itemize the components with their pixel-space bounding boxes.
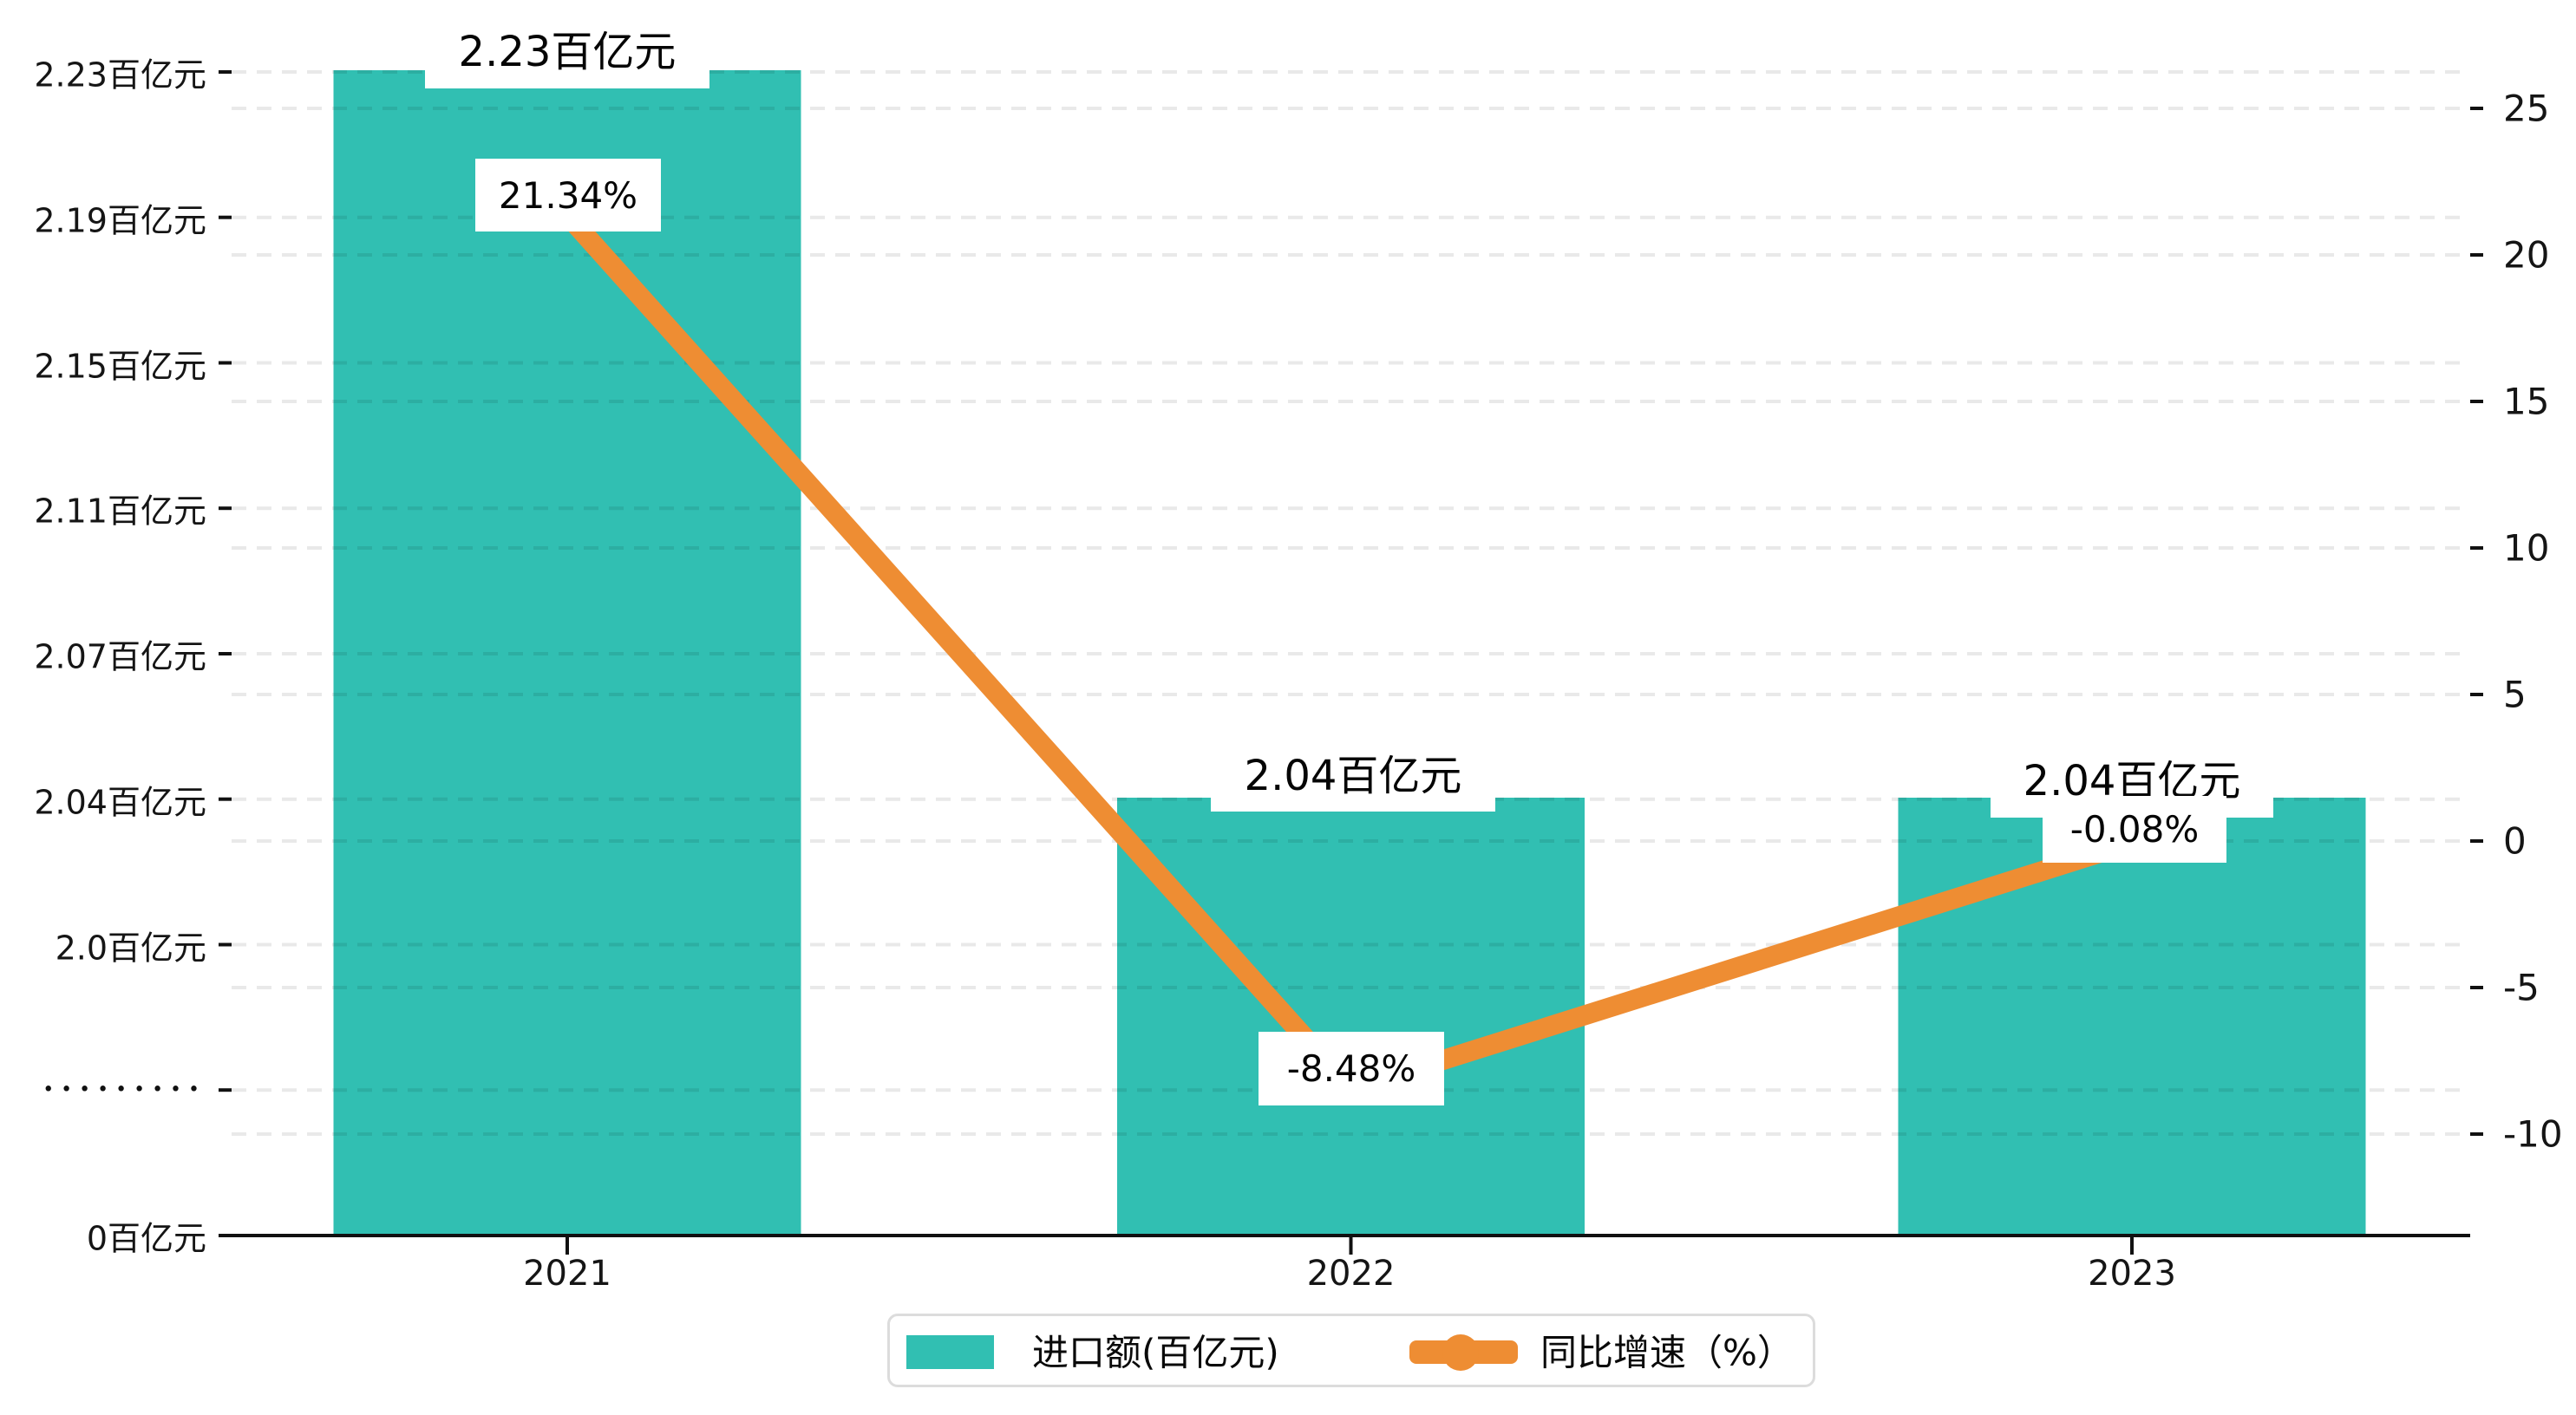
right-axis-tick-label: -10 bbox=[2503, 1112, 2563, 1156]
bar-2022 bbox=[1117, 798, 1585, 1236]
left-axis-tick-label: 2.11百亿元 bbox=[34, 492, 206, 531]
x-axis-label: 2021 bbox=[523, 1254, 611, 1294]
left-axis-tick-label: 2.23百亿元 bbox=[34, 55, 206, 95]
left-axis-tick-label: 0百亿元 bbox=[86, 1219, 206, 1258]
left-axis-tick-label: 2.04百亿元 bbox=[34, 783, 206, 822]
right-axis-tick-label: 15 bbox=[2503, 380, 2550, 423]
x-axis-label: 2023 bbox=[2088, 1254, 2176, 1294]
legend-item-imports[interactable]: 进口额(百亿元) bbox=[1032, 1330, 1279, 1373]
bar-2023 bbox=[1898, 798, 2366, 1236]
bar-2021 bbox=[333, 70, 801, 1236]
right-axis-tick-label: -5 bbox=[2503, 966, 2540, 1009]
legend: 进口额(百亿元) 同比增速（%） bbox=[887, 1314, 1815, 1387]
left-axis-tick-label: 2.19百亿元 bbox=[34, 201, 206, 240]
right-axis-tick-label: 10 bbox=[2503, 526, 2550, 570]
line-series-marker bbox=[1409, 1333, 1518, 1371]
left-axis-tick-label: ••••••••• bbox=[42, 1079, 206, 1101]
growth-value-label: -8.48% bbox=[1259, 1032, 1444, 1105]
x-axis-label: 2022 bbox=[1306, 1254, 1396, 1294]
right-axis-tick-label: 20 bbox=[2503, 233, 2550, 277]
bar-value-label: 2.04百亿元 bbox=[1211, 731, 1495, 812]
growth-value-label: -0.08% bbox=[2043, 796, 2226, 863]
right-axis-tick-label: 25 bbox=[2503, 87, 2550, 130]
left-axis-tick-label: 2.07百亿元 bbox=[34, 637, 206, 676]
legend-item-growth[interactable]: 同比增速（%） bbox=[1540, 1330, 1794, 1373]
growth-value-label: 21.34% bbox=[475, 159, 661, 231]
left-axis-tick-label: 2.0百亿元 bbox=[55, 929, 206, 967]
bar-value-label: 2.23百亿元 bbox=[425, 7, 709, 88]
bar-series-swatch bbox=[906, 1335, 994, 1369]
right-axis-tick-label: 5 bbox=[2503, 673, 2527, 716]
left-axis-tick-label: 2.15百亿元 bbox=[34, 347, 206, 385]
line-marker-dot bbox=[1442, 1333, 1479, 1371]
right-axis-tick-label: 0 bbox=[2503, 819, 2527, 863]
